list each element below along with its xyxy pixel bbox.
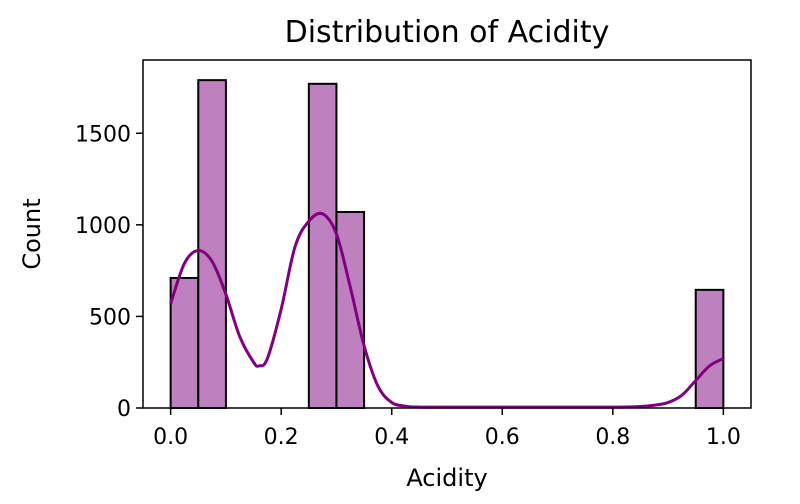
y-axis: 0 500 1000 1500: [75, 122, 143, 422]
bars-layer: [169, 79, 725, 410]
histogram-bar: [197, 79, 227, 409]
x-tick-label: 0.6: [485, 425, 520, 450]
x-tick-label: 1.0: [706, 425, 741, 450]
histogram-bar: [169, 276, 200, 409]
y-tick-label: 500: [89, 305, 131, 330]
plot-frame: [142, 59, 752, 409]
y-tick-label: 1000: [75, 214, 131, 239]
x-tick-label: 0.4: [374, 425, 409, 450]
y-axis-label: Count: [18, 198, 46, 269]
x-tick-label: 0.0: [153, 425, 188, 450]
kde-curve: [169, 211, 725, 409]
histogram-bar: [307, 82, 338, 410]
histogram-bar: [694, 288, 725, 409]
x-axis: 0.0 0.2 0.4 0.6 0.8 1.0: [153, 408, 741, 450]
chart-title: Distribution of Acidity: [285, 15, 610, 50]
x-tick-label: 0.8: [595, 425, 630, 450]
y-tick-label: 0: [117, 397, 131, 422]
y-tick-label: 1500: [75, 122, 131, 147]
x-axis-label: Acidity: [406, 464, 487, 492]
x-tick-label: 0.2: [264, 425, 299, 450]
histogram-bar: [335, 211, 366, 409]
